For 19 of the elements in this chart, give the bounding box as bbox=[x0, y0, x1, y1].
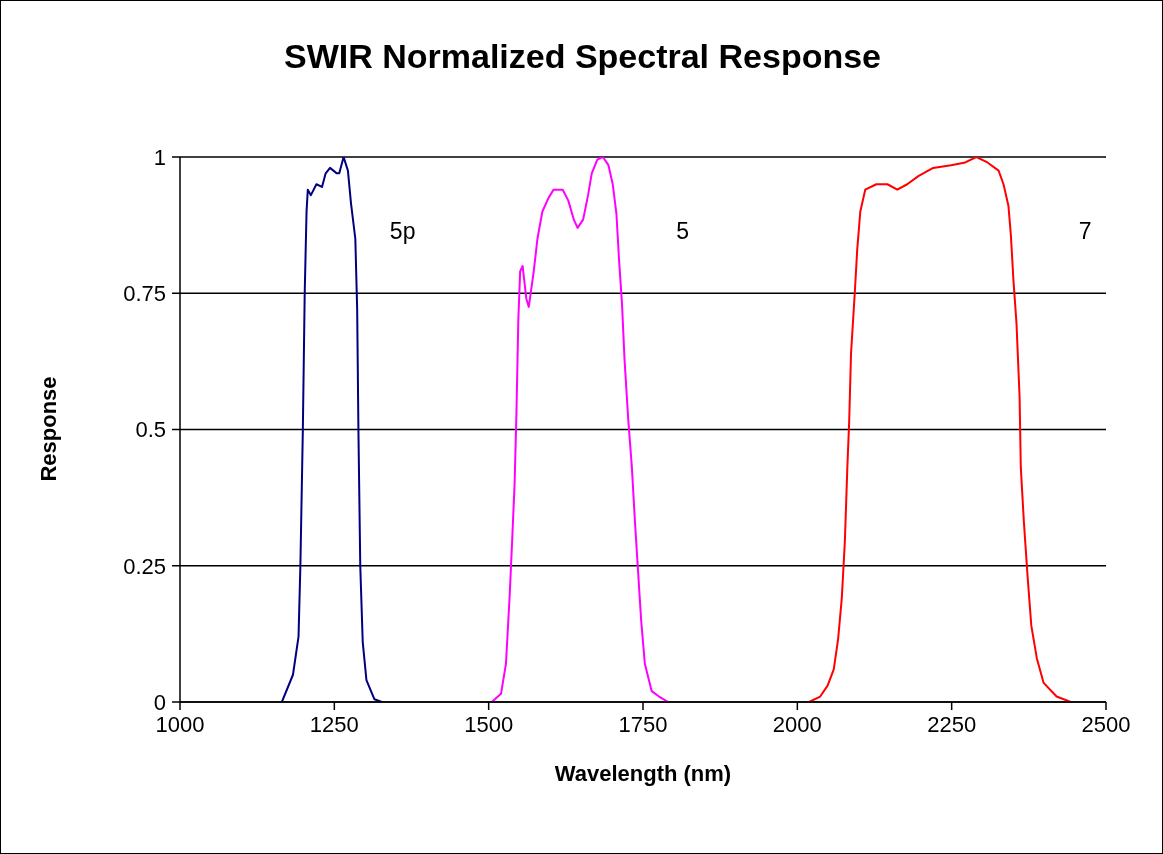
text: 5 bbox=[676, 218, 690, 244]
x-tick-label: 2500 bbox=[1081, 711, 1131, 737]
x-axis-title: Wavelength (nm) bbox=[553, 761, 733, 787]
x-tick-label: 1500 bbox=[464, 711, 514, 737]
series-label: 5p bbox=[389, 218, 416, 244]
y-axis-title: Response bbox=[36, 376, 62, 482]
x-tick-label: 2250 bbox=[927, 711, 977, 737]
line-series bbox=[490, 157, 670, 702]
text: 7 bbox=[1078, 218, 1092, 244]
line-series bbox=[280, 157, 383, 702]
x-tick-label: 2000 bbox=[772, 711, 822, 737]
x-tick-label: 1250 bbox=[309, 711, 359, 737]
line-series bbox=[808, 157, 1072, 702]
chart-title: SWIR Normalized Spectral Response bbox=[282, 37, 882, 76]
x-tick-label: 1750 bbox=[618, 711, 668, 737]
y-tick-label: 1 bbox=[153, 144, 166, 170]
y-tick-label: 0.25 bbox=[123, 553, 166, 579]
y-tick-label: 0.75 bbox=[123, 281, 166, 307]
y-tick-label: 0.5 bbox=[135, 417, 166, 443]
